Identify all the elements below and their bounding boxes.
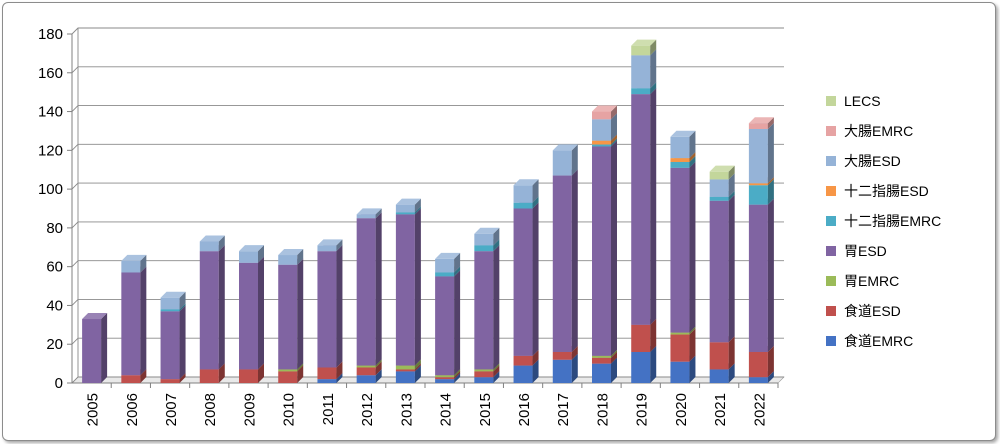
legend-swatch	[826, 246, 836, 256]
bar-segment	[317, 245, 343, 368]
legend: LECS 大腸EMRC 大腸ESD 十二指腸ESD 十二指腸EMRC 胃ESD 胃EMRC 食…	[826, 93, 941, 349]
bar-segment	[435, 270, 461, 376]
legend-label: 胃EMRC	[844, 273, 899, 289]
y-tick-label: 20	[46, 336, 63, 353]
bar-layer	[82, 39, 774, 383]
y-tick-label: 120	[38, 142, 63, 159]
bar-segment	[552, 144, 578, 176]
bar-segment	[631, 39, 657, 56]
y-tick-label: 160	[38, 65, 63, 82]
bar-segment	[474, 245, 500, 370]
bar-segment	[474, 227, 500, 246]
x-tick-label: 2005	[85, 393, 102, 426]
bar-segment	[199, 363, 225, 383]
legend-label: 十二指腸EMRC	[844, 213, 941, 229]
x-tick-label: 2008	[202, 393, 219, 426]
bar-segment	[395, 198, 421, 213]
x-tick-label: 2019	[634, 393, 651, 426]
legend-swatch	[826, 126, 836, 136]
bar-segment	[239, 256, 264, 370]
x-tick-label: 2007	[163, 393, 180, 426]
legend-swatch	[826, 276, 836, 286]
x-tick-label: 2013	[398, 393, 415, 426]
bar-segment	[395, 208, 421, 366]
legend-label: 大腸EMRC	[844, 123, 913, 139]
legend-swatch	[826, 156, 836, 166]
legend-item: 十二指腸EMRC	[826, 213, 941, 229]
x-tick-label: 2011	[320, 393, 337, 425]
y-tick-label: 60	[46, 259, 63, 276]
bar-segment	[199, 235, 225, 252]
x-tick-label: 2017	[555, 393, 572, 426]
legend-label: 胃ESD	[844, 243, 887, 259]
bar-segment	[356, 212, 382, 366]
bar-segment	[278, 258, 304, 370]
legend-item: 胃ESD	[826, 243, 887, 259]
y-tick-label: 40	[46, 297, 63, 314]
tick-label-layer: 0 20 40 60 80 100 120 140 160 180 2005 2006 2007 2008…	[38, 26, 768, 426]
bar-segment	[552, 169, 578, 352]
y-tick-label: 100	[38, 181, 63, 198]
bar-segment	[748, 198, 774, 352]
legend-swatch	[826, 96, 836, 106]
bar-segment	[513, 179, 539, 203]
bar-segment	[592, 105, 617, 120]
legend-item: 食道EMRC	[826, 333, 913, 349]
bar-segment	[592, 140, 617, 356]
legend-item: 大腸ESD	[826, 153, 901, 169]
legend-item: 大腸EMRC	[826, 123, 913, 139]
bar-segment	[278, 249, 304, 265]
bar-segment	[670, 161, 696, 333]
legend-item: 食道ESD	[826, 303, 901, 319]
legend-item: 十二指腸ESD	[826, 183, 929, 199]
bar-segment	[121, 266, 147, 376]
bar-segment	[513, 202, 539, 356]
x-tick-label: 2012	[359, 393, 376, 426]
y-tick-label: 180	[38, 26, 63, 43]
legend-label: 大腸ESD	[844, 153, 901, 169]
x-tick-label: 2009	[241, 393, 258, 426]
axis-layer	[67, 28, 779, 388]
legend-swatch	[826, 336, 836, 346]
legend-swatch	[826, 306, 836, 316]
back-wall	[78, 28, 784, 377]
x-tick-label: 2016	[516, 393, 533, 426]
legend-item: 胃EMRC	[826, 273, 899, 289]
y-tick-label: 140	[38, 104, 63, 121]
legend-swatch	[826, 186, 836, 196]
x-tick-label: 2018	[594, 393, 611, 426]
x-tick-label: 2021	[712, 393, 729, 426]
y-tick-label: 0	[55, 375, 63, 392]
bar-segment	[160, 291, 186, 310]
bar-segment	[239, 245, 264, 263]
legend-label: 食道ESD	[844, 303, 901, 319]
bar-segment	[631, 88, 657, 325]
legend-label: LECS	[844, 93, 881, 109]
bar-segment	[748, 117, 774, 130]
x-tick-label: 2015	[477, 393, 494, 426]
bar-segment	[748, 123, 774, 184]
bar-segment	[160, 305, 186, 380]
bar-segment	[82, 313, 108, 383]
bar-segment	[199, 245, 225, 370]
x-tick-label: 2020	[673, 393, 690, 426]
bar-segment	[435, 252, 461, 273]
x-tick-label: 2014	[438, 393, 455, 426]
bar-segment	[709, 194, 735, 343]
x-tick-label: 2006	[124, 393, 141, 426]
legend-item: LECS	[826, 93, 881, 109]
x-tick-label: 2010	[281, 393, 298, 426]
bar-segment	[121, 254, 147, 273]
bar-segment	[709, 165, 735, 180]
legend-label: 十二指腸ESD	[844, 183, 929, 199]
legend-label: 食道EMRC	[844, 333, 913, 349]
y-tick-label: 80	[46, 220, 63, 237]
bar-segment	[356, 208, 382, 219]
legend-swatch	[826, 216, 836, 226]
bar-segment	[670, 130, 696, 159]
bar-segment	[317, 239, 343, 252]
x-tick-label: 2022	[751, 393, 768, 426]
